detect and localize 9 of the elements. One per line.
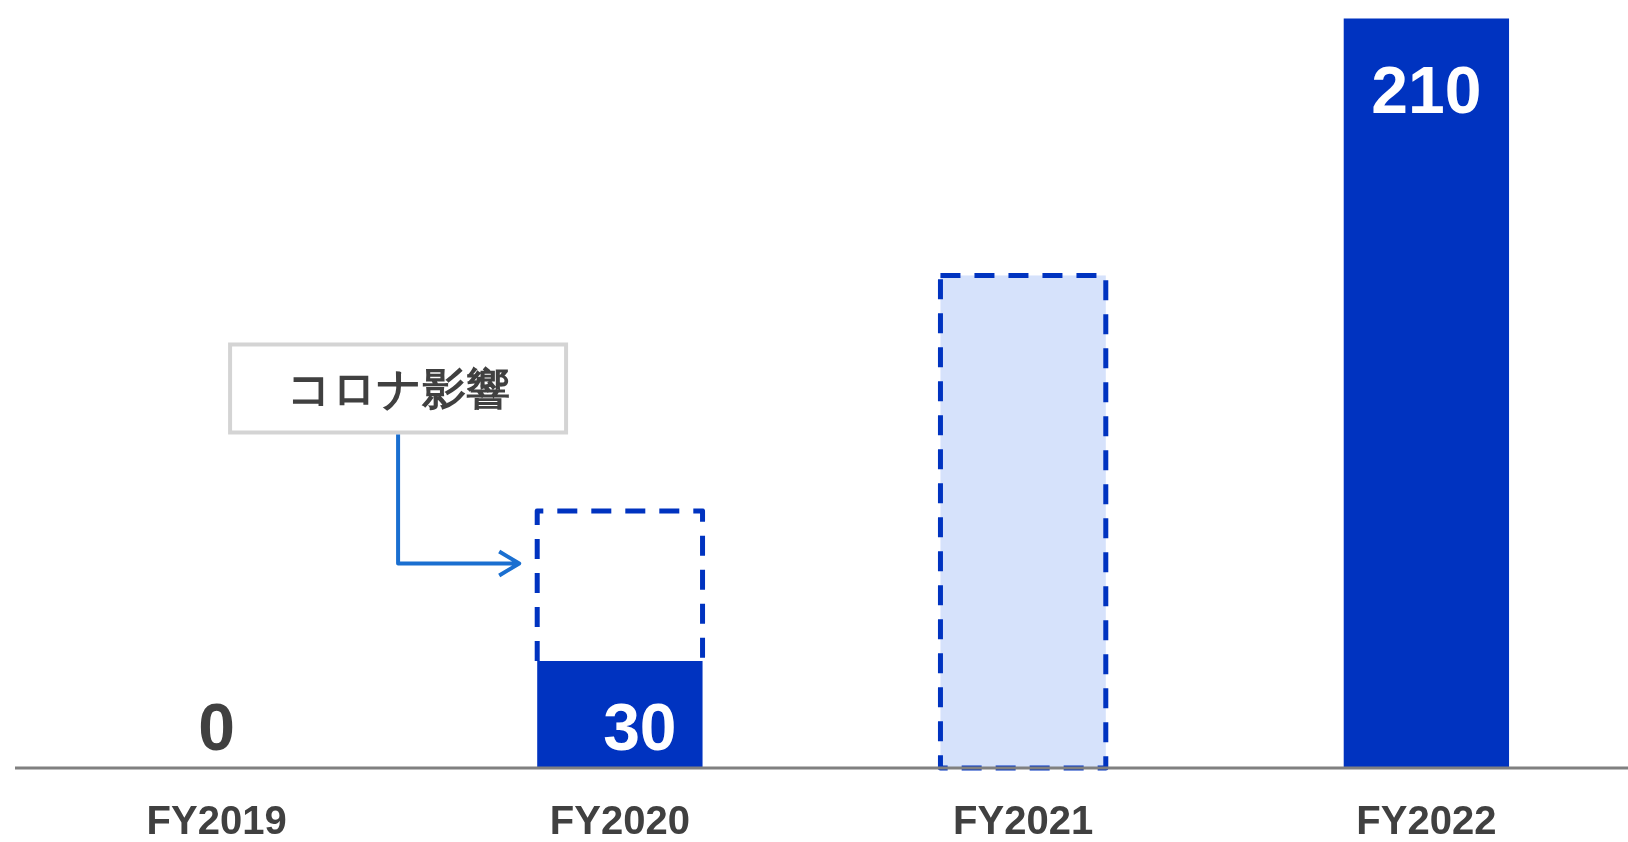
annotation: コロナ影響: [286, 364, 510, 414]
x-tick-label: FY2020: [549, 798, 690, 842]
data-label: 210: [1371, 53, 1482, 128]
x-tick-label: FY2021: [953, 798, 1094, 842]
x-tick-label: FY2022: [1356, 798, 1497, 842]
data-label: 30: [603, 690, 677, 764]
data-label: 0: [198, 690, 235, 764]
x-tick-label: FY2019: [146, 798, 287, 842]
annotation: コロナ影響: [228, 342, 569, 578]
